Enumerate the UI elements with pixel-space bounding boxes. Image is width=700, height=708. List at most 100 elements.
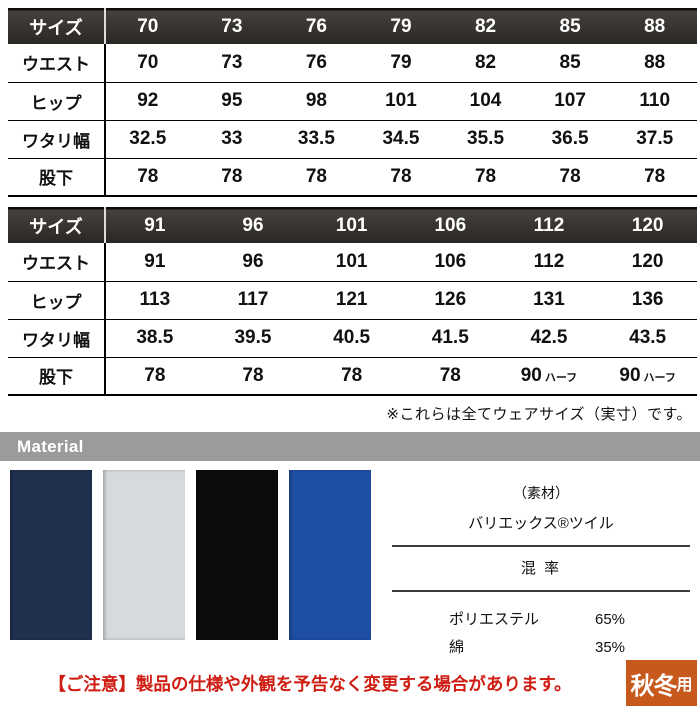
measurement-cell: 101 [335,250,368,272]
size-header-row: サイズ 70 73 76 79 82 85 88 [8,9,697,44]
row-label: ウエスト [8,44,106,82]
mix-ratio-label: 混 率 [520,560,562,577]
product-spec-sheet: サイズ 70 73 76 79 82 85 88 ウエスト 70 73 76 79 82 85 88 ヒップ 92… [0,8,700,708]
measurement-cell: 88 [644,51,666,73]
measurement-cell: 106 [434,250,467,272]
measurement-cell: 43.5 [629,327,667,348]
measurement-row: 股下 78 78 78 78 90 ハーフ 90 ハーフ [8,357,697,395]
size-header-value: 88 [644,16,666,37]
measurement-row: ワタリ幅 32.5 33 33.5 34.5 35.5 36.5 37.5 [8,120,697,158]
measurement-value: 90 [619,364,641,386]
divider [392,545,690,547]
measurement-cell: 136 [631,289,664,310]
measurement-cell: 39.5 [234,327,272,348]
measurement-cell: 112 [533,250,565,272]
row-label: 股下 [8,158,106,196]
measurement-cell: 38.5 [136,327,174,348]
size-header-value: 120 [631,215,664,236]
row-label: ヒップ [8,281,106,319]
measurement-cell: 117 [237,289,269,310]
season-badge: 秋冬 用 [626,660,697,706]
size-header-value: 101 [335,215,368,236]
row-label: ヒップ [8,82,106,120]
measurement-cell: 92 [137,90,159,111]
measurement-cell: 76 [305,51,327,73]
measurement-cell: 78 [390,165,412,187]
divider [392,590,690,592]
measurement-cell: 33.5 [297,128,335,149]
measurement-cell: 110 [639,90,671,111]
measurement-cell: 85 [559,51,581,73]
measurement-row: ウエスト 91 96 101 106 112 120 [8,243,697,281]
measurement-cell: 107 [554,90,586,111]
measurement-cell: 96 [242,250,264,272]
measurement-cell: 32.5 [129,128,167,149]
measurement-cell: 113 [139,289,171,310]
measurement-cell: 98 [305,90,327,111]
size-header-value: 112 [533,215,565,236]
size-table-small: サイズ 70 73 76 79 82 85 88 ウエスト 70 73 76 79 82 85 88 ヒップ 92… [8,8,697,197]
measurement-cell: 35.5 [467,128,505,149]
composition-row: ポリエステル 65% [392,606,690,634]
measurement-cell: 78 [242,364,264,386]
size-header-value: 106 [434,215,467,236]
caution-notice: 【ご注意】製品の仕様や外観を予告なく変更する場合があります。 [48,673,572,694]
measurement-cell: 70 [137,51,159,73]
measurement-cell: 126 [434,289,467,310]
material-info: （素材） バリエックス®ツイル 混 率 ポリエステル 65% 綿 35% [392,470,690,656]
measurement-cell: 90 ハーフ [598,357,697,395]
measurement-cell: 36.5 [551,128,589,149]
size-header-value: 79 [390,16,412,37]
measurement-cell: 78 [644,165,666,187]
size-header-value: 82 [474,16,497,37]
size-table-large: サイズ 91 96 101 106 112 120 ウエスト 91 96 101 106 112 120 ヒ… [8,207,697,396]
size-header-value: 91 [144,215,166,236]
measurement-cell: 37.5 [636,128,674,149]
measurement-row: ワタリ幅 38.5 39.5 40.5 41.5 42.5 43.5 [8,319,697,357]
measurement-suffix: ハーフ [643,371,676,384]
size-header-value: 96 [242,215,264,236]
composition-percent: 35% [595,639,626,656]
material-label: （素材） [513,485,569,501]
measurement-cell: 78 [144,364,166,386]
measurement-cell: 78 [341,364,363,386]
measurement-row: ウエスト 70 73 76 79 82 85 88 [8,44,697,82]
measurement-value: 90 [520,364,542,386]
fabric-name: バリエックス®ツイル [468,515,614,532]
measurement-cell: 41.5 [431,327,469,348]
measurement-row: 股下 78 78 78 78 78 78 78 [8,158,697,196]
measurement-cell: 78 [559,165,581,187]
measurement-cell: 120 [631,250,664,272]
measurement-cell: 42.5 [530,327,568,348]
measurement-cell: 78 [474,165,497,187]
size-header-row: サイズ 91 96 101 106 112 120 [8,208,697,243]
fabric-swatch-black [196,470,278,640]
fabric-swatch-silver [103,470,185,640]
measurement-cell: 121 [335,289,368,310]
composition-row: 綿 35% [392,634,690,662]
composition-list: ポリエステル 65% 綿 35% [392,606,690,662]
measurement-cell: 91 [144,250,166,272]
measurement-cell: 79 [390,51,412,73]
size-header-label: サイズ [8,208,106,243]
measurement-cell: 95 [221,90,243,111]
measurement-row: ヒップ 113 117 121 126 131 136 [8,281,697,319]
composition-name: ポリエステル [449,611,540,628]
bottom-bar: 【ご注意】製品の仕様や外観を予告なく変更する場合があります。 秋冬 用 [0,660,700,706]
fabric-swatch-blue [289,470,371,640]
material-section-header: Material [0,432,700,461]
measurement-cell: 78 [221,165,243,187]
size-header-label: サイズ [8,9,106,44]
size-header-value: 85 [559,16,581,37]
size-header-value: 76 [305,16,327,37]
measurement-cell: 34.5 [382,128,420,149]
measurement-cell: 101 [385,90,417,111]
measurement-cell: 40.5 [333,327,371,348]
composition-percent: 65% [595,611,626,628]
size-header-value: 70 [137,16,159,37]
season-badge-sub: 用 [676,677,693,694]
measurement-suffix: ハーフ [544,371,578,384]
row-label: ワタリ幅 [8,319,106,357]
measurement-cell: 78 [305,165,327,187]
size-header-value: 73 [221,16,243,37]
